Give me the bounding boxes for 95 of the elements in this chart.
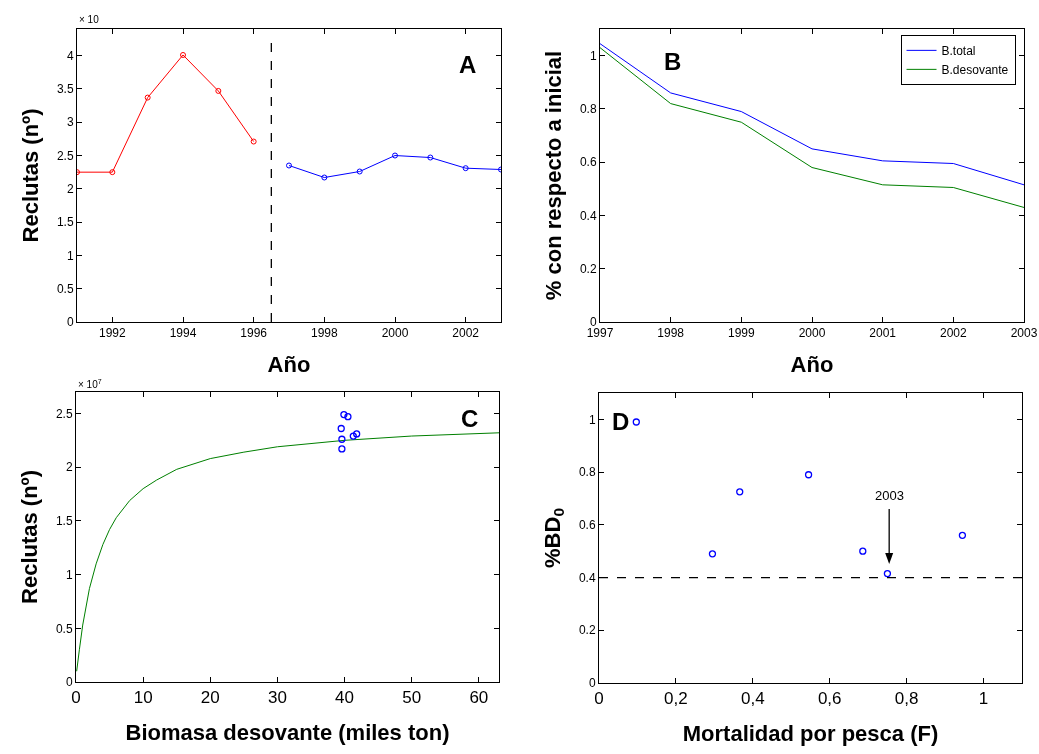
y-tick-label: 0.8 <box>579 102 597 117</box>
y-tick-label: 1.5 <box>56 215 74 230</box>
y-tick-label: 1 <box>589 48 597 63</box>
y-tick-label: 0.4 <box>578 570 596 585</box>
x-tick-label: 2002 <box>939 326 967 341</box>
x-axis-title: Año <box>790 352 834 377</box>
x-tick-label: 10 <box>133 688 153 708</box>
point <box>340 410 348 419</box>
x-tick-label: 1999 <box>727 326 755 341</box>
point <box>356 168 363 175</box>
y-tick-label: 0.5 <box>55 621 73 636</box>
x-axis-title: Biomasa desovante (miles ton) <box>125 720 450 746</box>
y-tick-label: 2 <box>65 460 73 475</box>
x-axis-title: Año <box>267 352 311 377</box>
legend-label: B.desovante <box>941 63 1009 78</box>
x-tick-label: 60 <box>469 688 489 708</box>
y-tick-label: 2 <box>66 182 74 197</box>
x-tick-label: 50 <box>402 688 422 708</box>
x-tick-label: 2003 <box>1010 326 1038 341</box>
y-tick-label: 3 <box>66 115 74 130</box>
point <box>344 413 352 421</box>
x-tick-label: 1998 <box>310 326 338 341</box>
x-tick-label: 40 <box>335 688 355 708</box>
y-axis-title: % con respecto a inicial <box>540 50 566 301</box>
annotation: C <box>461 405 479 432</box>
x-tick-label: 2000 <box>381 326 409 341</box>
annotation: A <box>459 51 477 78</box>
y-tick-label: 2.5 <box>55 406 73 421</box>
y-axis-title: Reclutas (nº) <box>17 108 43 243</box>
point <box>462 165 469 172</box>
text: × 10 <box>79 14 100 25</box>
x-tick-label: 1994 <box>169 326 197 341</box>
point <box>883 569 892 578</box>
y-tick-label: 1 <box>588 412 596 427</box>
y-tick-label: 1 <box>65 567 73 582</box>
x-tick-label: 0,2 <box>664 689 688 709</box>
x-tick-label: 0,8 <box>894 689 919 709</box>
point <box>338 445 346 453</box>
legend-label: B.total <box>941 44 976 59</box>
x-tick-label: 0,4 <box>741 689 765 709</box>
point <box>215 87 222 94</box>
y-tick-label: 0 <box>588 676 596 691</box>
line-series <box>600 43 1024 186</box>
line-series <box>76 432 499 672</box>
point <box>427 154 434 161</box>
line-series <box>286 152 501 181</box>
x-axis-title: Mortalidad por pesca (F) <box>682 721 939 747</box>
point <box>338 435 346 443</box>
point <box>286 162 292 169</box>
x-tick-label: 2002 <box>452 326 480 341</box>
point <box>144 94 151 101</box>
y-tick-label: 2.5 <box>56 148 74 163</box>
y-tick-label: 0 <box>65 675 73 690</box>
point <box>349 432 357 440</box>
y-tick-label: 0.5 <box>56 281 74 296</box>
y-tick-label: 0.2 <box>578 623 596 638</box>
point <box>353 430 361 438</box>
y-tick-label: 0.6 <box>579 155 597 170</box>
point <box>958 531 967 540</box>
x-tick-label: 30 <box>267 688 287 708</box>
x-tick-label: 2001 <box>869 326 897 341</box>
x-tick-label: 1997 <box>586 326 614 341</box>
x-tick-label: 1998 <box>657 326 685 341</box>
point <box>250 138 257 145</box>
x-tick-label: 2000 <box>798 326 826 341</box>
line-series <box>600 47 1024 208</box>
y-tick-label: 0 <box>66 315 74 330</box>
annotation: D <box>612 408 630 435</box>
x-tick-label: 20 <box>200 688 220 708</box>
x-tick-label: 1 <box>978 689 989 709</box>
point <box>321 174 328 181</box>
point <box>109 169 116 176</box>
point <box>632 418 640 426</box>
y-tick-label: 4 <box>66 48 74 63</box>
y-tick-label: 0.6 <box>578 518 596 533</box>
y-tick-label: 0.4 <box>579 208 597 223</box>
x-tick-label: 1996 <box>240 326 268 341</box>
point <box>804 471 813 479</box>
y-tick-label: 0.8 <box>578 465 596 480</box>
point <box>180 51 186 58</box>
point <box>337 424 345 433</box>
y-tick-label: 1 <box>66 248 74 263</box>
y-tick-label: 0.2 <box>579 261 597 276</box>
annotation: 2003 <box>875 488 904 503</box>
y-tick-label: 3.5 <box>56 82 74 97</box>
y-axis-title: Reclutas (nº) <box>16 470 42 604</box>
annotation: B <box>664 48 682 75</box>
x-tick-label: 1992 <box>98 326 126 341</box>
x-tick-label: 0,6 <box>817 689 842 709</box>
text: × 10$^{7}$ <box>78 378 102 391</box>
point <box>859 547 867 555</box>
y-tick-label: 1.5 <box>55 514 73 529</box>
point <box>736 488 744 496</box>
point <box>392 152 398 159</box>
point <box>708 550 717 558</box>
